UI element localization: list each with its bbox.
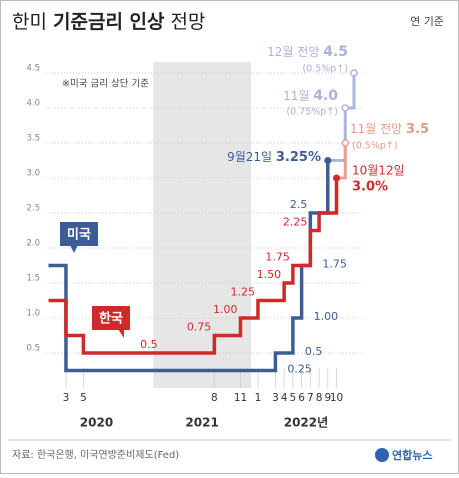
annotation-note: (0.5%p↑) bbox=[302, 64, 348, 75]
y-tick-label: 4.0 bbox=[26, 99, 40, 109]
unit-note: 연 기준 bbox=[410, 15, 444, 28]
annotation: 9월21일 3.25% bbox=[227, 150, 321, 165]
annotation: 11월 전망 3.5 bbox=[350, 122, 429, 137]
y-tick-label: 1.0 bbox=[26, 309, 40, 319]
annotation-note: (0.5%p↑) bbox=[352, 141, 398, 152]
title-part: 전망 bbox=[165, 11, 206, 33]
annotation: 12월 전망 4.5 bbox=[267, 44, 348, 60]
projection-point bbox=[341, 139, 349, 147]
x-tick-label: 4 bbox=[281, 392, 288, 404]
year-band bbox=[153, 62, 251, 388]
value-label: 0.5 bbox=[305, 345, 323, 358]
annotation: 11월 4.0 bbox=[283, 88, 338, 104]
end-point bbox=[324, 157, 332, 164]
value-label: 0.25 bbox=[287, 363, 312, 376]
value-label: 0.75 bbox=[187, 321, 212, 334]
value-label: 1.50 bbox=[257, 268, 282, 281]
legend-label: 한국 bbox=[99, 311, 123, 327]
annotation-value: 3.5 bbox=[406, 122, 429, 137]
x-tick-label: 8 bbox=[316, 392, 323, 404]
legend-badge bbox=[92, 306, 130, 330]
x-tick-label: 6 bbox=[298, 392, 305, 404]
end-point bbox=[333, 174, 341, 182]
x-tick-label: 9 bbox=[324, 392, 331, 404]
annotation-label: 9월21일 bbox=[227, 150, 276, 164]
annotation-label: 10월12일 bbox=[352, 164, 405, 178]
projection-point bbox=[341, 104, 349, 112]
x-group-label: 2022년 bbox=[284, 416, 328, 430]
annotation-value: 4.0 bbox=[313, 88, 338, 104]
x-tick-label: 10 bbox=[330, 392, 343, 404]
y-tick-label: 3.0 bbox=[26, 169, 40, 179]
y-tick-label: 4.5 bbox=[26, 64, 40, 74]
annotation-label: 11월 전망 bbox=[350, 122, 406, 136]
projection-point bbox=[350, 69, 358, 77]
x-tick-label: 1 bbox=[255, 392, 262, 404]
source: 자료: 한국은행, 미국연방준비제도(Fed) bbox=[12, 449, 179, 461]
title-part: 기준금리 인상 bbox=[53, 11, 165, 33]
x-tick-label: 11 bbox=[234, 392, 247, 404]
annotation-label: 11월 bbox=[283, 89, 313, 103]
series-line bbox=[48, 160, 330, 373]
x-tick-label: 5 bbox=[80, 392, 87, 404]
x-group-label: 2021 bbox=[185, 416, 218, 430]
x-tick-label: 7 bbox=[307, 392, 314, 404]
value-label: 1.75 bbox=[322, 258, 347, 271]
y-tick-label: 2.5 bbox=[26, 204, 40, 214]
note: ※미국 금리 상단 기준 bbox=[62, 79, 149, 90]
value-label: 2.5 bbox=[290, 198, 308, 211]
value-label: 1.75 bbox=[265, 251, 290, 264]
legend-pointer bbox=[118, 329, 124, 338]
chart-title: 한미 기준금리 인상 전망 bbox=[12, 11, 206, 33]
annotation-note: (0.75%p↑) bbox=[286, 107, 338, 118]
legend-label: 미국 bbox=[67, 227, 91, 243]
annotation-value: 3.25% bbox=[276, 150, 321, 165]
x-tick-label: 3 bbox=[272, 392, 279, 404]
logo-mark bbox=[375, 448, 389, 462]
title-part: 한미 bbox=[12, 11, 53, 33]
value-label: 0.5 bbox=[140, 338, 158, 351]
legend-badge bbox=[60, 222, 98, 246]
value-label: 1.25 bbox=[230, 286, 255, 299]
x-tick-label: 5 bbox=[290, 392, 297, 404]
plot: 0.51.01.52.02.53.03.54.04.53 5 8 11 1 3 4 5 6 7 8 9… bbox=[26, 64, 362, 430]
series-line bbox=[48, 178, 339, 355]
value-label: 1.00 bbox=[213, 303, 238, 316]
y-tick-label: 0.5 bbox=[26, 344, 40, 354]
value-label: 1.00 bbox=[314, 310, 339, 323]
logo: 연합뉴스 bbox=[392, 448, 432, 462]
legend-pointer bbox=[70, 245, 78, 253]
x-tick-label: 3 bbox=[63, 392, 70, 404]
annotation-label: 12월 전망 bbox=[267, 45, 323, 59]
annotation-value: 3.0% bbox=[352, 180, 388, 195]
value-label: 2.25 bbox=[283, 216, 308, 229]
y-tick-label: 2.0 bbox=[26, 239, 40, 249]
x-group-label: 2020 bbox=[80, 416, 113, 430]
y-tick-label: 3.5 bbox=[26, 134, 40, 144]
y-tick-label: 1.5 bbox=[26, 274, 40, 284]
x-tick-label: 8 bbox=[211, 392, 218, 404]
annotation-value: 4.5 bbox=[323, 44, 348, 60]
